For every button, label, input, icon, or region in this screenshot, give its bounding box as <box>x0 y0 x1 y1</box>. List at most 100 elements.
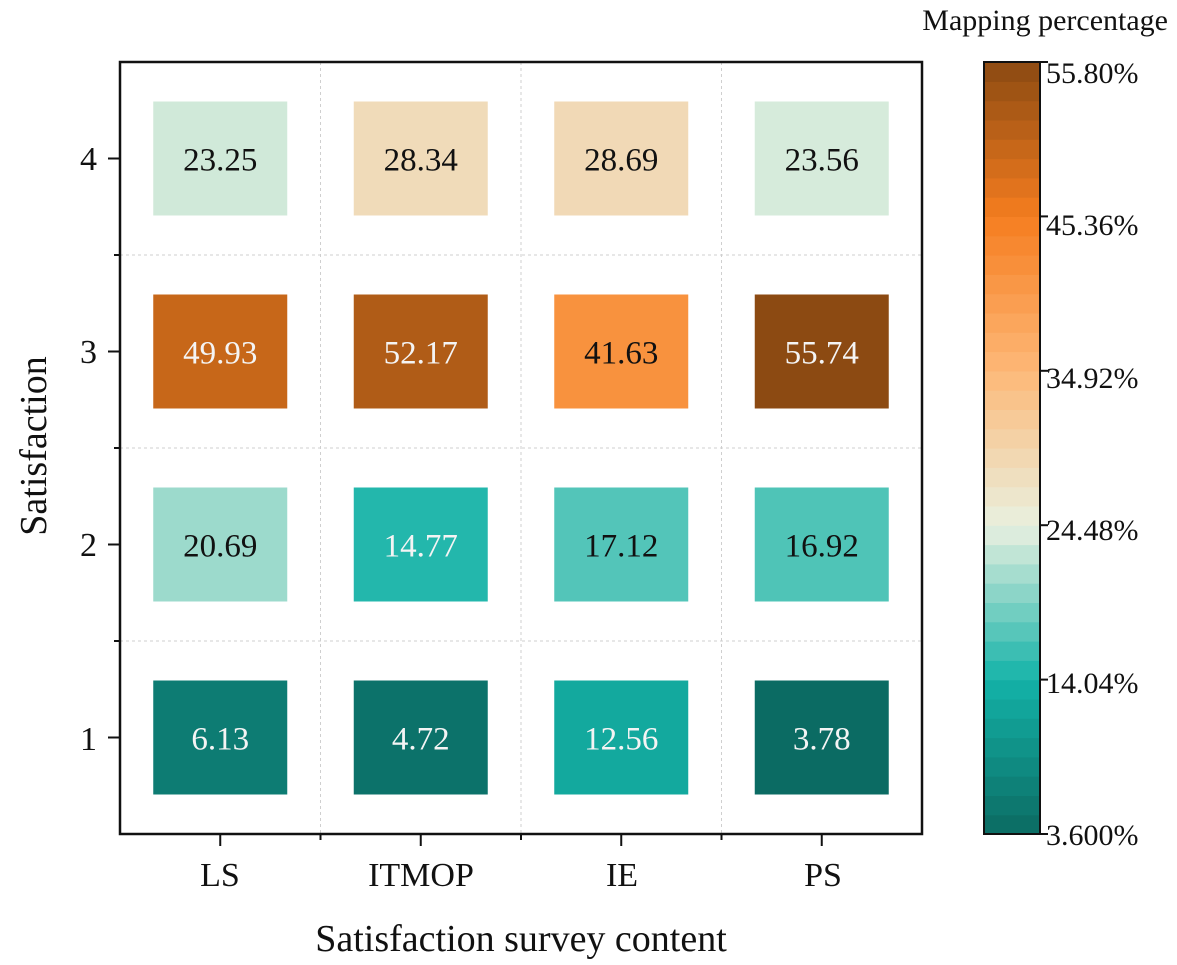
x-tick-labels: LS ITMOP IE PS <box>200 857 842 894</box>
heatmap-cell-label: 52.17 <box>384 336 458 372</box>
heatmap-cell-label: 12.56 <box>584 722 658 758</box>
colorbar-band <box>984 274 1040 295</box>
colorbar-band <box>984 81 1040 102</box>
colorbar-band <box>984 216 1040 237</box>
colorbar-ticks <box>1040 61 1048 835</box>
heatmap-cell <box>153 294 288 409</box>
heatmap-cell <box>754 487 889 602</box>
colorbar-band <box>984 641 1040 661</box>
y-tick-label-4: 4 <box>80 141 97 178</box>
colorbar-band <box>984 139 1040 160</box>
colorbar-label-2: 24.48% <box>1046 514 1139 547</box>
colorbar-title: Mapping percentage <box>922 4 1168 37</box>
y-tick-label-3: 3 <box>80 334 97 371</box>
y-tick-labels: 1 2 3 4 <box>80 141 97 758</box>
colorbar-band <box>984 293 1040 314</box>
heatmap-cell <box>754 294 889 409</box>
colorbar-band <box>984 544 1040 565</box>
heatmap-cell-label: 17.12 <box>584 529 658 565</box>
colorbar-label-3: 34.92% <box>1046 362 1139 395</box>
colorbar-label-0: 3.600% <box>1046 819 1139 852</box>
heatmap-cell <box>353 101 488 216</box>
colorbar-band <box>984 795 1040 816</box>
colorbar-band <box>984 409 1040 430</box>
heatmap-cell <box>754 101 889 216</box>
colorbar-frame <box>983 61 1041 835</box>
heatmap-cell-label: 55.74 <box>785 336 859 372</box>
heatmap-cell-label: 23.25 <box>183 143 257 179</box>
colorbar-band <box>984 583 1040 603</box>
heatmap-cell-label: 41.63 <box>584 336 658 372</box>
colorbar-band <box>984 158 1040 179</box>
heatmap-cell-label: 6.13 <box>191 722 249 758</box>
colorbar-band <box>984 177 1040 198</box>
colorbar-band <box>984 621 1040 642</box>
heatmap-cell <box>353 294 488 409</box>
colorbar-band <box>984 756 1040 777</box>
colorbar-band <box>984 737 1040 758</box>
heatmap-cells: 6.13 4.72 12.56 3.78 20.69 14.77 17.12 16.92 49.… <box>153 101 889 795</box>
colorbar-band <box>984 312 1040 333</box>
heatmap-cell <box>554 680 689 795</box>
colorbar-band <box>984 814 1040 835</box>
colorbar-band <box>984 505 1040 526</box>
heatmap-cell <box>554 294 689 409</box>
gridlines <box>120 62 922 834</box>
y-tick-label-1: 1 <box>80 721 97 758</box>
colorbar-band <box>984 428 1040 449</box>
heatmap-cell-label: 20.69 <box>183 529 257 565</box>
colorbar-band <box>984 370 1040 391</box>
x-tick-label-ps: PS <box>804 857 842 894</box>
colorbar-band <box>984 563 1040 584</box>
x-tick-label-ls: LS <box>200 857 240 894</box>
colorbar-label-5: 55.80% <box>1046 57 1139 90</box>
colorbar-label-1: 14.04% <box>1046 667 1139 700</box>
x-tick-label-itmop: ITMOP <box>368 857 474 894</box>
plot-frame <box>108 60 924 846</box>
colorbar-band <box>984 525 1040 546</box>
colorbar-band <box>984 679 1040 700</box>
heatmap-cell-label: 28.69 <box>584 143 658 179</box>
heatmap-cell <box>554 101 689 216</box>
colorbar-band <box>984 119 1040 140</box>
y-axis-title: Satisfaction <box>13 356 55 535</box>
heatmap-cell-label: 49.93 <box>183 336 257 372</box>
colorbar-band <box>984 698 1040 719</box>
heatmap-cell-label: 3.78 <box>793 722 851 758</box>
colorbar-band <box>984 467 1040 488</box>
colorbar-band <box>984 660 1040 681</box>
colorbar-band <box>984 255 1040 275</box>
colorbar-band <box>984 197 1040 217</box>
colorbar-band <box>984 235 1040 256</box>
colorbar-band <box>984 718 1040 739</box>
colorbar-band <box>984 602 1040 623</box>
colorbar-band <box>984 486 1040 507</box>
colorbar-label-4: 45.36% <box>1046 209 1139 242</box>
heatmap-cell-label: 14.77 <box>384 529 458 565</box>
heatmap-cell <box>754 680 889 795</box>
heatmap-cell-label: 16.92 <box>785 529 859 565</box>
colorbar-band <box>984 390 1040 410</box>
heatmap-cell-label: 4.72 <box>392 722 450 758</box>
colorbar-band <box>984 100 1040 121</box>
heatmap-cell <box>353 680 488 795</box>
colorbar-band <box>984 776 1040 796</box>
x-axis-title: Satisfaction survey content <box>315 918 727 960</box>
colorbar: Mapping percentage 3.600% 14.04% 24.48% … <box>922 4 1168 852</box>
y-tick-label-2: 2 <box>80 527 97 564</box>
colorbar-band <box>984 351 1040 372</box>
heatmap-cell <box>153 680 288 795</box>
colorbar-band <box>984 332 1040 353</box>
x-tick-label-ie: IE <box>606 857 638 894</box>
heatmap-cell-label: 23.56 <box>785 143 859 179</box>
heatmap-cell-label: 28.34 <box>384 143 458 179</box>
heatmap-cell <box>554 487 689 602</box>
colorbar-bands <box>984 62 1040 835</box>
heatmap-cell <box>153 101 288 216</box>
heatmap-cell <box>153 487 288 602</box>
colorbar-band <box>984 448 1040 468</box>
heatmap-cell <box>353 487 488 602</box>
colorbar-band <box>984 62 1040 82</box>
